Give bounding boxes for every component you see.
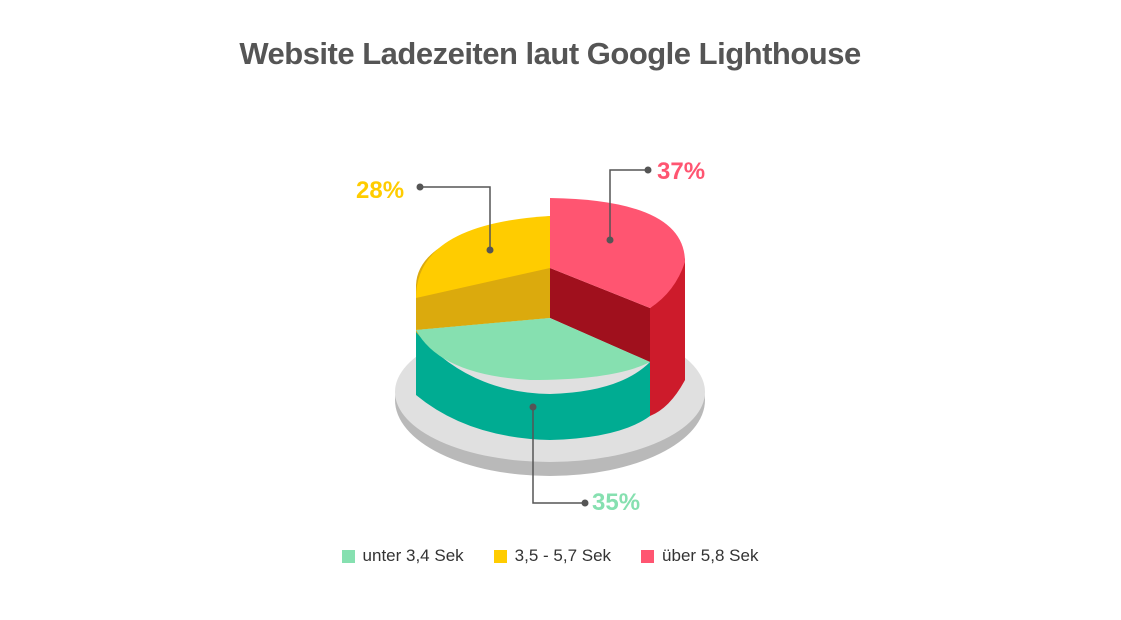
leader-green-end: [581, 499, 589, 507]
slice-outer-red: [650, 258, 685, 416]
legend-item-red: über 5,8 Sek: [641, 546, 758, 566]
legend-item-yellow: 3,5 - 5,7 Sek: [493, 546, 612, 566]
legend-label-green: unter 3,4 Sek: [362, 546, 464, 565]
leader-yellow-end: [486, 246, 494, 254]
legend-label-red: über 5,8 Sek: [662, 546, 759, 565]
slice-top-red: [550, 198, 685, 308]
slice-label-green: 35%: [592, 489, 640, 516]
leader-green: [532, 407, 585, 504]
leader-yellow-start: [416, 183, 424, 191]
slice-top-green: [416, 318, 650, 380]
leader-green-start: [529, 403, 537, 411]
slice-label-yellow: 28%: [356, 177, 404, 204]
slice-side-green: [416, 332, 650, 440]
slice-inner-red: [550, 216, 650, 362]
legend: unter 3,4 Sek 3,5 - 5,7 Sek über 5,8 Sek: [0, 546, 1100, 566]
leader-yellow: [420, 186, 491, 250]
leader-red: [609, 169, 648, 240]
leader-red-start: [644, 166, 652, 174]
slice-top-yellow: [416, 216, 550, 298]
legend-item-green: unter 3,4 Sek: [341, 546, 464, 566]
slice-label-red: 37%: [657, 158, 705, 185]
legend-label-yellow: 3,5 - 5,7 Sek: [514, 546, 612, 565]
legend-swatch-red: [641, 549, 655, 563]
legend-swatch-yellow: [493, 549, 507, 563]
legend-swatch-green: [341, 549, 355, 563]
leader-red-end: [606, 236, 614, 244]
chart-title: Website Ladezeiten laut Google Lighthous…: [239, 36, 861, 71]
